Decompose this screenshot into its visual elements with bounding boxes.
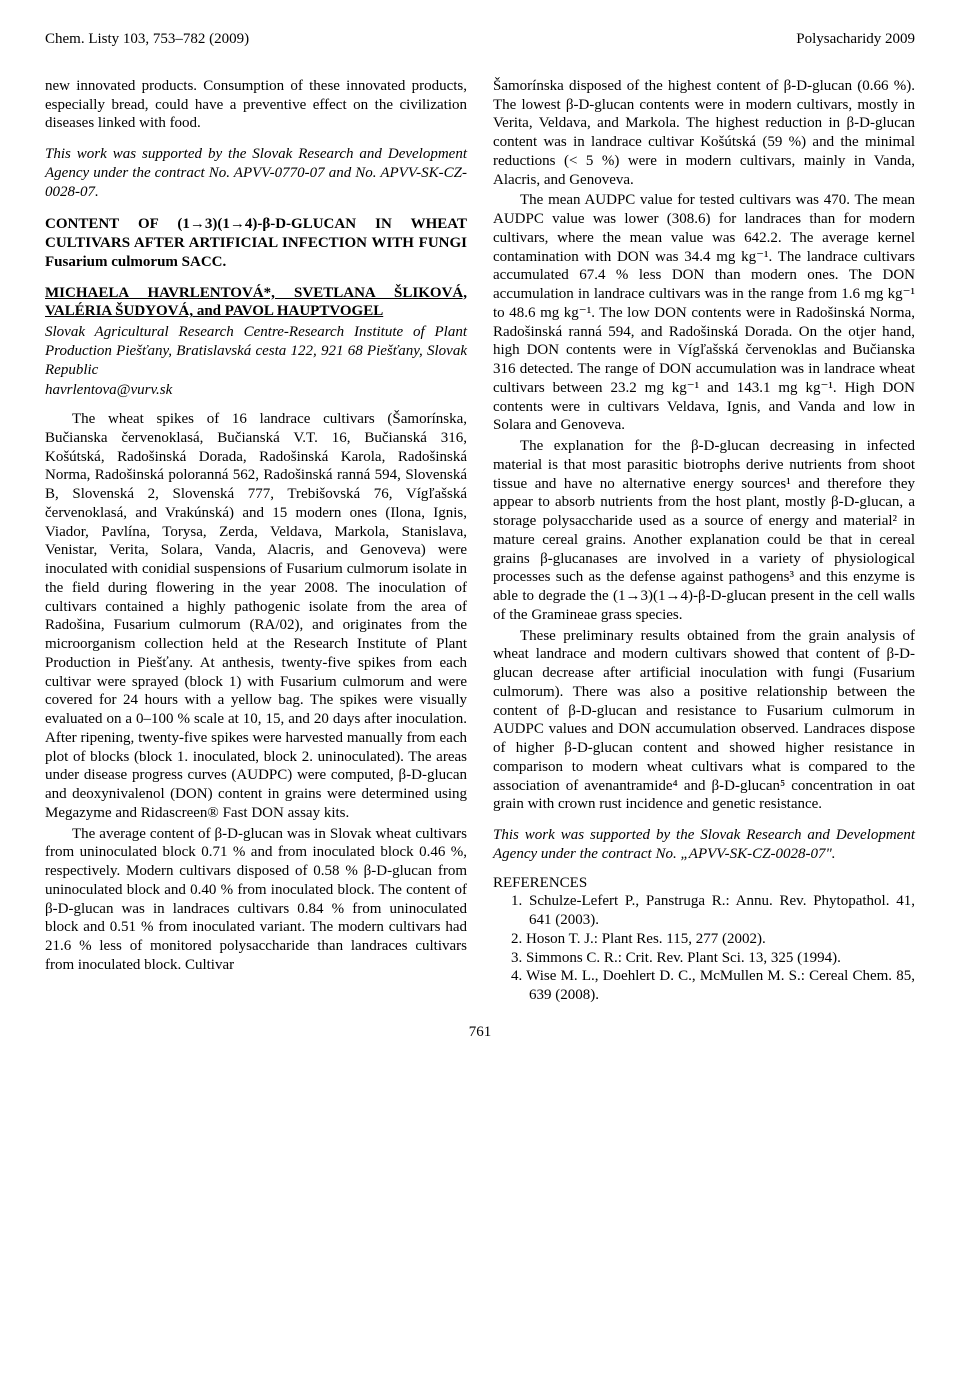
acknowledgement: This work was supported by the Slovak Re… bbox=[493, 826, 915, 864]
paragraph: These preliminary results obtained from … bbox=[493, 627, 915, 815]
reference-item: 4. Wise M. L., Doehlert D. C., McMullen … bbox=[493, 967, 915, 1005]
references-heading: REFERENCES bbox=[493, 874, 915, 893]
article-title: CONTENT OF (1→3)(1→4)-β-D-GLUCAN IN WHEA… bbox=[45, 215, 467, 271]
reference-item: 3. Simmons C. R.: Crit. Rev. Plant Sci. … bbox=[493, 949, 915, 968]
paragraph: Šamorínska disposed of the highest conte… bbox=[493, 77, 915, 190]
paragraph: new innovated products. Consumption of t… bbox=[45, 77, 467, 133]
acknowledgement: This work was supported by the Slovak Re… bbox=[45, 145, 467, 201]
paragraph: The mean AUDPC value for tested cultivar… bbox=[493, 191, 915, 435]
affiliation: Slovak Agricultural Research Centre-Rese… bbox=[45, 323, 467, 379]
reference-item: 1. Schulze-Lefert P., Panstruga R.: Annu… bbox=[493, 892, 915, 930]
page-header: Chem. Listy 103, 753–782 (2009) Polysach… bbox=[45, 30, 915, 49]
email: havrlentova@vurv.sk bbox=[45, 381, 467, 400]
header-right: Polysacharidy 2009 bbox=[796, 30, 915, 49]
paragraph: The wheat spikes of 16 landrace cultivar… bbox=[45, 410, 467, 823]
reference-item: 2. Hoson T. J.: Plant Res. 115, 277 (200… bbox=[493, 930, 915, 949]
page-number: 761 bbox=[45, 1023, 915, 1042]
paragraph: The average content of β-D-glucan was in… bbox=[45, 825, 467, 975]
body-columns: new innovated products. Consumption of t… bbox=[45, 77, 915, 1005]
paragraph: The explanation for the β-D-glucan decre… bbox=[493, 437, 915, 625]
authors: MICHAELA HAVRLENTOVÁ*, SVETLANA ŠLIKOVÁ,… bbox=[45, 284, 467, 322]
header-left: Chem. Listy 103, 753–782 (2009) bbox=[45, 30, 249, 49]
